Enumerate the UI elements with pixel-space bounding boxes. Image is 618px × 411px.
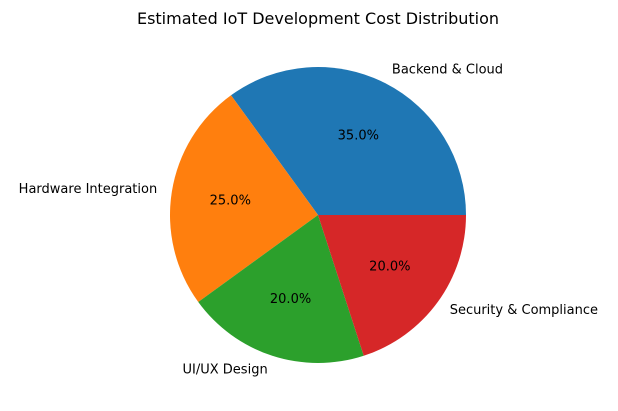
percent-label-backend-cloud: 35.0% xyxy=(338,128,379,143)
chart-title: Estimated IoT Development Cost Distribut… xyxy=(137,9,499,28)
slice-label-security-compliance: Security & Compliance xyxy=(450,303,598,318)
percent-label-hardware-integration: 25.0% xyxy=(210,194,251,209)
pie-slice-backend-cloud xyxy=(231,67,466,215)
pie-slices xyxy=(170,67,466,363)
percent-label-security-compliance: 20.0% xyxy=(369,260,410,275)
pie-slice-security-compliance xyxy=(318,215,466,356)
pie-labels: Backend & Cloud 35.0% Hardware Integration… xyxy=(19,62,598,377)
pie-slice-hardware-integration xyxy=(170,95,318,302)
slice-label-hardware-integration: Hardware Integration xyxy=(19,182,158,197)
slice-label-ui-ux-design: UI/UX Design xyxy=(183,362,268,377)
slice-label-backend-cloud: Backend & Cloud xyxy=(392,62,503,77)
pie-slice-ui-ux-design xyxy=(198,215,364,363)
percent-label-ui-ux-design: 20.0% xyxy=(270,292,311,307)
